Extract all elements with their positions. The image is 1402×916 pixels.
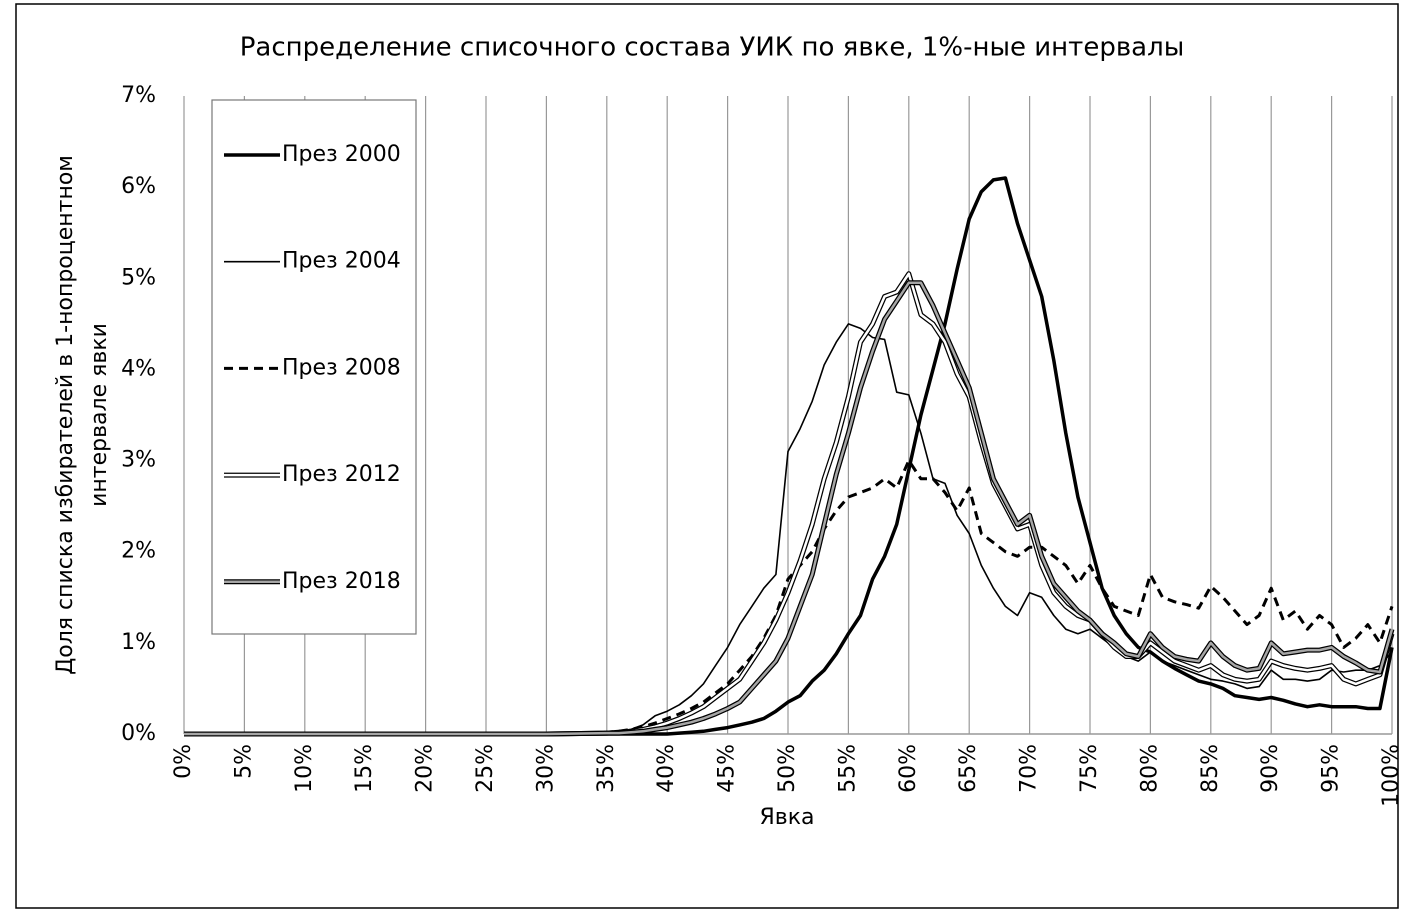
series-line <box>184 176 1394 736</box>
series-line <box>184 323 1393 735</box>
x-tick-label: 20% <box>413 744 438 793</box>
x-axis-label: Явка <box>759 805 814 830</box>
chart-title: Распределение списочного состава УИК по … <box>240 33 1184 63</box>
x-tick-label: 40% <box>654 744 679 793</box>
x-tick-label: 65% <box>956 744 981 793</box>
x-tick-label: 50% <box>775 744 800 793</box>
x-tick-label: 15% <box>352 744 377 793</box>
x-tick-label: 80% <box>1137 744 1162 793</box>
x-tick-label: 0% <box>171 744 196 779</box>
series-line-inner <box>184 281 1394 736</box>
x-tick-label: 45% <box>715 744 740 793</box>
x-tick-label: 35% <box>594 744 619 793</box>
y-tick-label: 6% <box>121 174 156 199</box>
x-tick-label: 30% <box>533 744 558 793</box>
x-tick-label: 10% <box>292 744 317 793</box>
y-tick-label: 2% <box>121 539 156 564</box>
x-tick-label: 55% <box>835 744 860 793</box>
y-tick-label: 1% <box>121 630 156 655</box>
legend-label: През 2004 <box>282 249 401 274</box>
y-tick-label: 4% <box>121 356 156 381</box>
x-tick-label: 70% <box>1017 744 1042 793</box>
y-tick-label: 7% <box>121 83 156 108</box>
legend-label: През 2008 <box>282 355 401 380</box>
x-tick-label: 85% <box>1198 744 1223 793</box>
x-tick-label: 25% <box>473 744 498 793</box>
series-line <box>184 459 1394 736</box>
x-tick-label: 5% <box>231 744 256 779</box>
y-tick-label: 5% <box>121 265 156 290</box>
x-tick-label: 95% <box>1319 744 1344 793</box>
legend-label: През 2012 <box>282 462 401 487</box>
legend-label: През 2018 <box>282 569 401 594</box>
x-tick-label: 100% <box>1379 744 1402 807</box>
x-tick-label: 90% <box>1258 744 1283 793</box>
x-tick-label: 75% <box>1077 744 1102 793</box>
legend-label: През 2000 <box>282 142 401 167</box>
x-tick-label: 60% <box>896 744 921 793</box>
y-axis-label: Доля списка избирателей в 1-нопроцентном <box>53 155 78 675</box>
y-tick-label: 0% <box>121 721 156 746</box>
y-tick-label: 3% <box>121 448 156 473</box>
y-axis-label: интервале явки <box>87 323 112 507</box>
